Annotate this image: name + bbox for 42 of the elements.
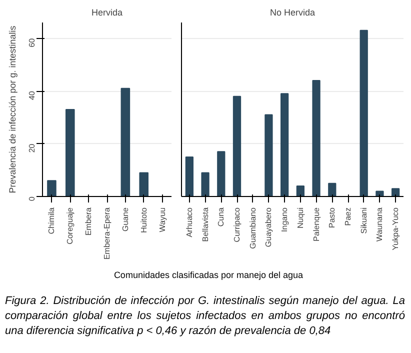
bar (201, 172, 210, 196)
y-tick-label: 0 (28, 196, 36, 201)
x-tick-label: Sikuani (359, 207, 368, 234)
x-tick-label: Cuna (216, 206, 226, 227)
bar (217, 151, 226, 196)
x-tick-label: Embera (84, 206, 94, 236)
chart-title: Hervida (91, 8, 123, 18)
x-tick-label: Paez (344, 208, 352, 226)
y-tick-label: 40 (28, 90, 36, 100)
x-tick-label: Bellavista (200, 206, 210, 242)
x-axis-title: Comunidades clasificadas por manejo del agua (114, 269, 304, 282)
bar (312, 80, 320, 196)
text: Figura 2. Distribución de infección por G. intestinalis según manejo del agua. La comparación global entre los sujetos infectados en ambos grupos no encontró una diferencia significativa p < 0,46 y razón de prevalencia de 0,84 (5, 294, 405, 338)
x-tick-label: Coreguaje (66, 206, 75, 244)
y-tick-label: 20 (28, 143, 36, 153)
bar (232, 96, 242, 196)
x-tick-label: Curripaco (232, 206, 242, 242)
bar (296, 185, 304, 196)
x-tick-label: Nuqui (296, 207, 305, 228)
bar (328, 182, 336, 196)
chart-title: No Hervida (270, 8, 316, 18)
y-tick-label: 60 (28, 38, 36, 48)
bar (264, 114, 273, 196)
bar (185, 156, 194, 196)
x-tick-label: Guane (120, 206, 130, 232)
x-tick-label: Waunana (375, 206, 384, 242)
y-axis-title: Prevalencia de infección por g. intestinalis (8, 25, 18, 194)
bar (392, 188, 400, 196)
x-tick-label: Guayabero (264, 206, 274, 248)
x-tick-label: Yukpa-Yuco (391, 206, 400, 250)
x-tick-label: Arhuaco (184, 206, 194, 238)
x-tick-label: Ingano (280, 206, 290, 232)
x-tick-label: Palenque (312, 206, 321, 242)
x-tick-label: Chimila (47, 206, 56, 234)
bar (360, 30, 368, 196)
x-tick-label: Embera-Epera (102, 206, 112, 260)
x-tick-label: Wayuu (158, 207, 167, 232)
x-tick-label: Pasto (328, 206, 337, 228)
x-tick-label: Guambiano (248, 206, 258, 249)
x-tick-label: Huitoto (139, 206, 148, 233)
bar (280, 93, 289, 196)
bar (376, 190, 384, 196)
